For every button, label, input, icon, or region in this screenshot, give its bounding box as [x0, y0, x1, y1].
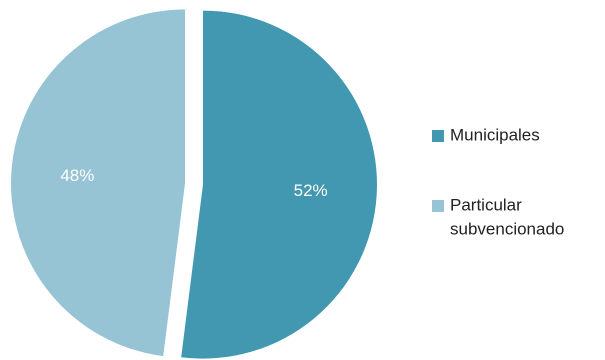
pie-data-labels: 52% 48% [60, 166, 327, 200]
legend-swatch-particular-subvencionado [432, 200, 444, 212]
data-label-particular-subvencionado: 48% [60, 166, 94, 185]
legend-swatch-municipales [432, 130, 444, 142]
legend-label-particular-subvencionado-line-2: subvencionado [450, 219, 564, 238]
legend-item-municipales: Municipales [432, 125, 540, 144]
pie-slice-particular-subvencionado [11, 9, 186, 357]
legend: Municipales Particular subvencionado [432, 125, 564, 238]
legend-label-particular-subvencionado-line-1: Particular [450, 195, 522, 214]
pie-slices [11, 9, 377, 359]
data-label-municipales: 52% [294, 181, 328, 200]
legend-label-municipales: Municipales [450, 125, 540, 144]
pie-slice-municipales [181, 10, 377, 359]
legend-item-particular-subvencionado: Particular subvencionado [432, 195, 564, 238]
